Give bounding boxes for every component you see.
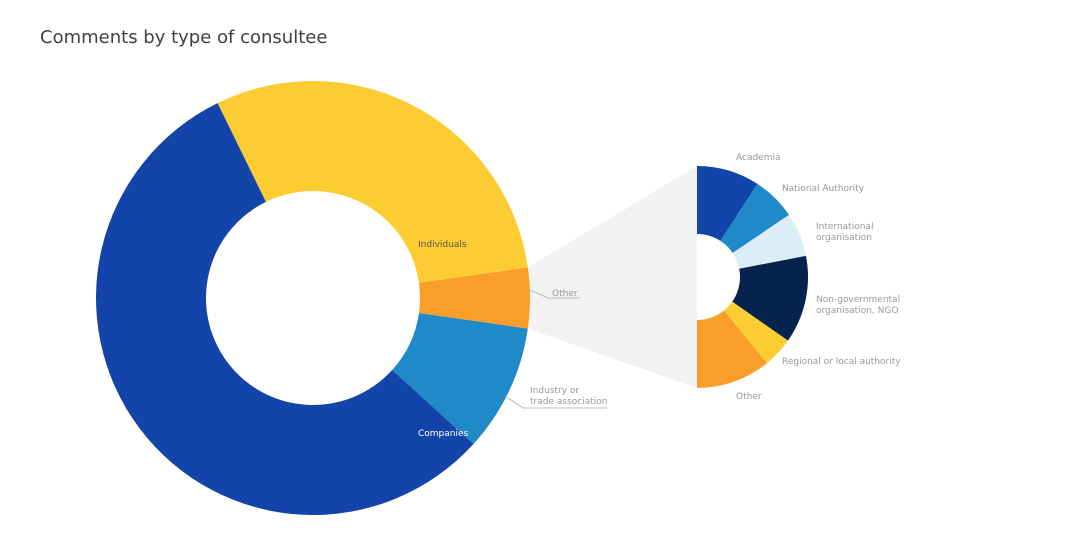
breakdown-slice-national-authority[interactable] xyxy=(720,183,790,253)
breakdown-slice-academia[interactable] xyxy=(697,166,758,241)
slice-industry-or-trade-association[interactable] xyxy=(392,313,528,445)
label-other: Other xyxy=(552,289,578,299)
breakdown-slice-regional-or-local-authority[interactable] xyxy=(724,301,788,364)
main-donut xyxy=(95,81,531,515)
breakdown-slice-non-governmental-organisation-ngo[interactable] xyxy=(732,255,808,341)
breakdown-label-academia: Academia xyxy=(736,153,781,163)
chart-title: Comments by type of consultee xyxy=(40,27,328,48)
label-companies: Companies xyxy=(418,429,469,439)
label-individuals: Individuals xyxy=(418,240,467,250)
breakdown-label-regional-or-local-authority: Regional or local authority xyxy=(782,357,901,367)
slice-other[interactable] xyxy=(418,267,531,329)
slice-labels: Individuals Other Industry or trade associa… xyxy=(418,153,901,439)
leader-industry-or-trade-association xyxy=(504,395,607,409)
breakdown-label-non-governmental-organisation-ngo: Non-governmental organisation, NGO xyxy=(816,295,900,316)
breakdown-slice-other[interactable] xyxy=(697,310,767,388)
breakdown-label-national-authority: National Authority xyxy=(782,184,865,194)
breakdown-donut xyxy=(697,166,808,388)
leader-other xyxy=(529,289,580,299)
breakdown-label-other: Other xyxy=(736,392,762,402)
slice-companies[interactable] xyxy=(95,103,474,515)
label-industry-or-trade-association: Industry or trade association xyxy=(530,386,607,407)
breakdown-slice-international-organisation[interactable] xyxy=(732,214,806,269)
slice-individuals[interactable] xyxy=(217,81,528,283)
breakdown-label-international-organisation: International organisation xyxy=(816,222,873,243)
connector-wedge xyxy=(527,166,697,388)
breakdown-connector xyxy=(527,166,697,388)
